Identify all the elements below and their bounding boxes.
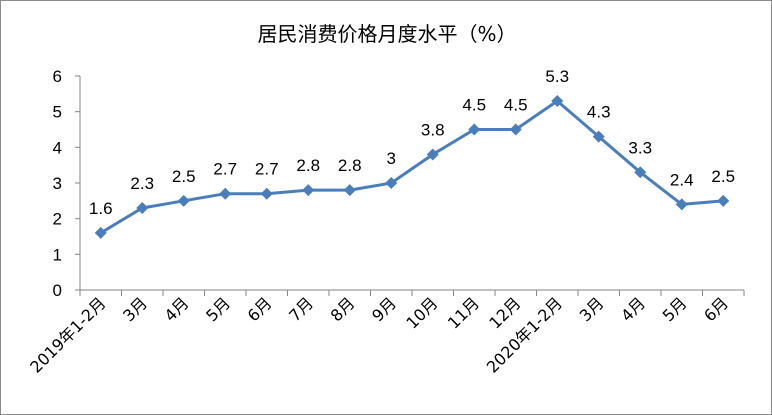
data-point-marker [219,187,232,200]
data-label: 2.7 [213,160,237,179]
data-point-marker [177,194,190,207]
x-tick-label: 5月 [659,293,691,325]
series-line [99,99,724,235]
data-point-marker [675,198,688,211]
data-label: 2.4 [670,170,694,189]
data-point-marker [302,184,315,197]
y-tick-label: 3 [53,174,62,193]
x-tick-label: 5月 [202,293,234,325]
data-label: 4.5 [504,96,528,115]
data-point-marker [426,148,439,161]
y-tick-label: 4 [53,138,62,157]
x-tick-label: 6月 [244,293,276,325]
data-label: 1.6 [89,199,113,218]
x-tick-label: 8月 [327,293,359,325]
x-tick-label: 2020年1-2月 [483,293,566,376]
data-point-marker [551,94,564,107]
data-point-marker [592,130,605,143]
x-tick-label: 3月 [576,293,608,325]
data-label: 2.3 [130,174,154,193]
x-tick-label: 4月 [161,293,193,325]
x-tick-label: 9月 [368,293,400,325]
data-label: 2.7 [255,160,279,179]
x-tick-label: 11月 [444,293,483,332]
data-label: 2.5 [711,167,735,186]
data-label: 2.8 [338,156,362,175]
data-point-marker [634,166,647,179]
data-label: 5.3 [545,67,569,86]
x-tick-label: 6月 [700,293,732,325]
data-label: 3.8 [421,120,445,139]
data-point-marker [136,201,149,214]
chart-title: 居民消费价格月度水平（%） [257,22,516,46]
data-label: 4.3 [587,103,611,122]
data-point-marker [260,187,273,200]
data-point-marker [509,123,522,136]
data-label: 3 [387,149,396,168]
data-label: 3.3 [628,138,652,157]
y-tick-label: 1 [53,245,62,264]
y-tick-label: 5 [53,103,62,122]
x-tick-label: 7月 [285,293,317,325]
x-tick-label: 10月 [402,293,441,332]
data-point-marker [94,226,107,239]
data-point-marker [385,177,398,189]
data-label: 2.5 [172,167,196,186]
data-point-marker [468,123,481,136]
y-tick-label: 2 [53,210,62,229]
x-tick-label: 3月 [119,293,151,325]
data-label: 2.8 [296,156,320,175]
y-tick-label: 0 [53,281,62,300]
x-tick-label: 4月 [617,293,649,325]
y-tick-label: 6 [53,67,62,86]
data-point-marker [717,194,730,207]
data-label: 4.5 [462,96,486,115]
x-tick-label: 2019年1-2月 [26,293,109,376]
data-point-marker [343,184,356,197]
